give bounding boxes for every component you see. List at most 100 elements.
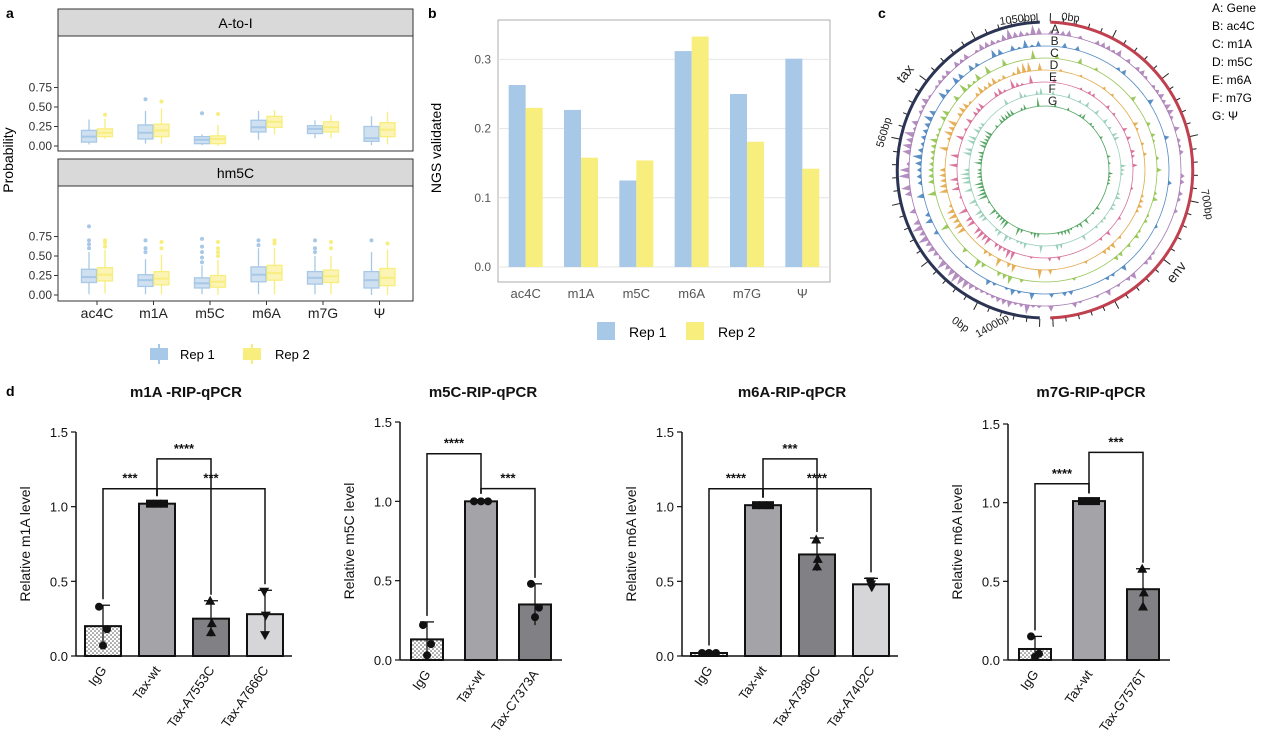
box-outlier [200, 236, 204, 241]
y-tick-label: 1.5 [656, 425, 674, 440]
track-label: E [1049, 70, 1057, 84]
data-point [160, 499, 168, 508]
chart-title: m6A-RIP-qPCR [738, 384, 847, 401]
x-tick-label: IgG [409, 667, 433, 693]
bar-rep2 [691, 36, 709, 268]
data-point [484, 497, 492, 506]
axis-tick [1177, 237, 1182, 240]
axis-tick [1075, 20, 1078, 25]
significance-label: *** [500, 471, 516, 486]
y-tick-label: 0.0 [374, 653, 392, 668]
track-signal [973, 96, 1114, 239]
data-point [419, 621, 427, 630]
y-tick-label: 0.00 [29, 139, 53, 153]
y-tick-label: 0.50 [29, 249, 53, 263]
axis-tick [1065, 317, 1067, 322]
box-outlier [256, 243, 261, 248]
x-tick-label: m7G [308, 305, 338, 321]
segment-arc-env [1050, 20, 1195, 320]
x-tick-label: Tax-wt [454, 667, 488, 707]
data-point [1078, 497, 1086, 506]
box-outlier [103, 238, 107, 243]
box-outlier [313, 246, 317, 251]
facet-1: hm5C 0.00 0.25 0.50 0.75 [29, 158, 414, 302]
y-tick-label: 0.0 [982, 653, 1000, 668]
y-tick-label: 0.5 [656, 574, 674, 589]
box-outlier [272, 241, 277, 246]
x-tick-label: m1A [139, 305, 168, 321]
axis-tick [1153, 65, 1158, 69]
data-point [705, 649, 713, 658]
significance-label: *** [203, 471, 219, 486]
y-tick-label: 0.75 [29, 81, 53, 95]
data-point [206, 618, 217, 628]
x-tick-label: IgG [1017, 667, 1041, 693]
bar-rep1 [508, 85, 526, 267]
axis-tick [920, 261, 928, 268]
data-point [206, 627, 216, 637]
y-tick-label: 1.0 [374, 494, 392, 509]
track-label: B [1051, 34, 1059, 48]
x-tick-label: m5C [623, 286, 650, 301]
y-tick-label: 1.5 [50, 425, 68, 440]
axis-tick [902, 112, 908, 115]
axis-tick [1088, 23, 1091, 28]
data-point [259, 587, 270, 597]
x-tick-label: Tax-A7402C [824, 663, 877, 730]
axis-tick [893, 190, 898, 192]
x-tick-label: IgG [85, 663, 109, 689]
y-tick-label: 0.2 [474, 122, 491, 136]
track-ring [968, 93, 1122, 247]
track-label: F [1049, 82, 1056, 96]
track-label: C [1050, 46, 1059, 60]
axis-tick [1181, 109, 1187, 113]
legend-label-rep2: Rep 2 [275, 347, 310, 362]
y-tick-label: 0.5 [50, 574, 68, 589]
segment-label-tax: tax [893, 61, 917, 86]
x-tick-label: Tax-wt [1062, 667, 1096, 707]
bar [138, 502, 176, 657]
y-tick-label: 0.3 [474, 52, 491, 66]
segment-arc-tax [895, 20, 1040, 320]
box-outlier [329, 239, 333, 244]
axis-tick [942, 280, 946, 285]
box-outlier [159, 99, 164, 104]
y-tick-label: 0.5 [982, 574, 1000, 589]
y-tick-label: 1.0 [50, 500, 68, 515]
data-point [99, 641, 107, 650]
data-point [153, 499, 161, 508]
box-outlier [143, 246, 148, 251]
axis-tick [1102, 306, 1106, 312]
data-point [531, 613, 539, 622]
box-outlier [87, 238, 91, 243]
axis-tick [1134, 47, 1138, 52]
legend-item: B: ac4C [1212, 19, 1255, 33]
y-tick-label: 0.75 [29, 230, 53, 244]
axis-tick [1010, 20, 1012, 25]
track-label: A [1051, 22, 1059, 36]
box-outlier [216, 250, 220, 255]
significance-bracket [156, 458, 212, 595]
axis-tick [1144, 55, 1148, 60]
box-outlier [143, 97, 148, 102]
bar-rep2 [747, 141, 764, 267]
box-outlier [216, 112, 220, 117]
y-axis-label: Relative m1A level [17, 486, 33, 601]
data-point [103, 625, 111, 634]
y-axis-label: Relative m6A level [949, 484, 965, 599]
axis-tick [963, 296, 967, 301]
box-outlier [369, 238, 374, 243]
axis-tick [950, 49, 954, 53]
axis-tick [932, 271, 937, 275]
x-tick-label: Tax-A7666C [218, 663, 271, 730]
y-tick-label: 0.25 [29, 269, 53, 283]
position-label: 1050bp [999, 11, 1037, 28]
x-tick-label: m6A [678, 286, 705, 301]
panel-d-m1A-chart: m1A -RIP-qPCR Relative m1A level 0.0 0.5 1.0… [17, 384, 292, 730]
legend-label-rep2: Rep 2 [718, 324, 756, 340]
axis-tick [1176, 97, 1181, 101]
data-point [427, 640, 435, 649]
box-outlier [200, 255, 204, 260]
data-point [812, 553, 823, 563]
y-tick-label: 0.0 [656, 649, 674, 664]
